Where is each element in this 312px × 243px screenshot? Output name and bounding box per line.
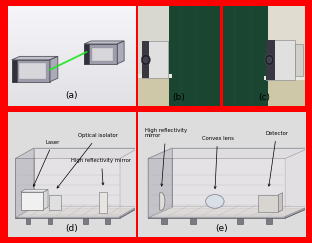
Polygon shape — [138, 74, 173, 78]
Text: Convex lens: Convex lens — [202, 136, 233, 189]
Polygon shape — [258, 195, 278, 212]
Text: (a): (a) — [65, 91, 78, 100]
Polygon shape — [194, 6, 197, 106]
Text: High reflectivity
mirror: High reflectivity mirror — [145, 128, 187, 186]
Text: Detector: Detector — [265, 131, 288, 186]
Polygon shape — [84, 44, 89, 64]
Polygon shape — [15, 158, 120, 218]
Polygon shape — [142, 41, 168, 78]
Polygon shape — [264, 6, 305, 78]
Polygon shape — [19, 63, 46, 79]
Text: Laser: Laser — [33, 139, 60, 186]
Polygon shape — [278, 193, 283, 212]
Circle shape — [267, 57, 272, 63]
Text: High reflectivity mirror: High reflectivity mirror — [71, 158, 132, 185]
Polygon shape — [190, 218, 196, 225]
Polygon shape — [148, 158, 285, 218]
Polygon shape — [120, 148, 138, 218]
Text: (e): (e) — [215, 224, 228, 233]
Polygon shape — [142, 41, 149, 78]
Polygon shape — [223, 6, 268, 106]
Polygon shape — [12, 60, 17, 82]
Polygon shape — [21, 190, 48, 192]
Polygon shape — [48, 218, 52, 225]
Polygon shape — [15, 148, 34, 218]
Text: (d): (d) — [65, 224, 78, 233]
Polygon shape — [148, 148, 309, 158]
Polygon shape — [84, 44, 117, 64]
Polygon shape — [169, 6, 220, 106]
Polygon shape — [223, 78, 305, 106]
Polygon shape — [84, 41, 124, 44]
Circle shape — [206, 195, 224, 208]
Polygon shape — [161, 218, 168, 225]
Polygon shape — [26, 218, 30, 225]
Polygon shape — [233, 6, 236, 106]
Polygon shape — [12, 60, 50, 82]
Polygon shape — [266, 40, 275, 80]
Polygon shape — [50, 56, 58, 82]
Polygon shape — [92, 48, 114, 61]
Polygon shape — [138, 6, 173, 76]
Polygon shape — [148, 148, 172, 218]
Polygon shape — [172, 148, 309, 208]
Polygon shape — [100, 192, 107, 213]
Polygon shape — [179, 6, 183, 106]
Polygon shape — [117, 41, 124, 64]
Circle shape — [143, 57, 148, 63]
Polygon shape — [150, 207, 308, 217]
Polygon shape — [295, 44, 304, 76]
Polygon shape — [15, 208, 138, 218]
Polygon shape — [21, 192, 43, 209]
Polygon shape — [49, 195, 61, 209]
Polygon shape — [264, 76, 305, 80]
Polygon shape — [34, 148, 138, 208]
Polygon shape — [160, 193, 165, 210]
Polygon shape — [285, 148, 309, 218]
Text: (c): (c) — [258, 93, 270, 102]
Polygon shape — [266, 40, 295, 80]
Polygon shape — [138, 76, 220, 106]
Text: (b): (b) — [173, 93, 185, 102]
Polygon shape — [83, 218, 88, 225]
Polygon shape — [148, 208, 309, 218]
Polygon shape — [43, 190, 48, 209]
Polygon shape — [105, 218, 110, 225]
Polygon shape — [266, 218, 272, 225]
Polygon shape — [237, 218, 243, 225]
Circle shape — [265, 54, 274, 65]
Polygon shape — [12, 56, 58, 60]
Circle shape — [141, 54, 150, 65]
Text: Optical isolator: Optical isolator — [57, 133, 118, 188]
Polygon shape — [17, 207, 137, 217]
Polygon shape — [249, 6, 253, 106]
Polygon shape — [15, 148, 138, 158]
